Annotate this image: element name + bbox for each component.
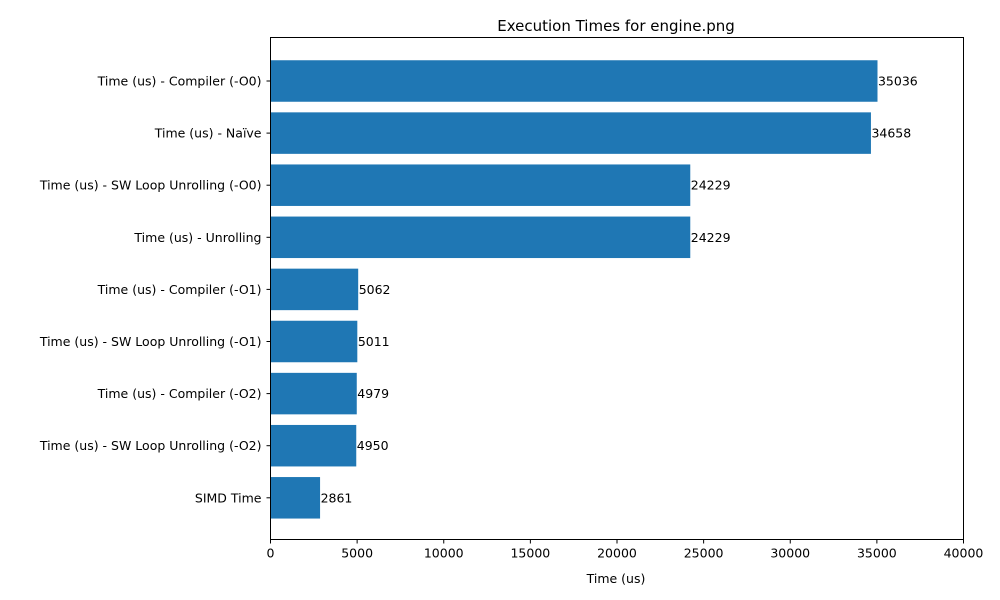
- x-tick-label: 10000: [424, 546, 464, 561]
- bar-value-label: 24229: [691, 230, 731, 245]
- bar: [270, 164, 691, 206]
- x-axis-ticks: 0 5000 10000 15000 20000 25000 30000 35000 40000: [267, 539, 984, 561]
- y-tick-label: Time (us) - SW Loop Unrolling (-O1): [39, 334, 262, 349]
- bar-value-label: 2861: [321, 490, 353, 505]
- bar-value-label: 24229: [691, 178, 731, 193]
- x-tick-label: 40000: [944, 546, 984, 561]
- y-tick-label: Time (us) - Compiler (-O1): [97, 282, 262, 297]
- bar: [270, 216, 691, 259]
- x-tick-label: 35000: [857, 546, 897, 561]
- bar: [270, 372, 357, 415]
- bar-value-label: 4979: [357, 386, 389, 401]
- bar-value-label: 4950: [357, 438, 389, 453]
- bar: [270, 320, 358, 363]
- y-tick-label: Time (us) - Compiler (-O0): [97, 74, 262, 89]
- bar-value-label: 34658: [871, 126, 911, 141]
- plot-frame: [270, 37, 964, 540]
- bar: [270, 112, 871, 154]
- bar-labels-group: 35036 34658 24229 24229 5062 5011 4979 4950 2861: [321, 74, 918, 506]
- bar: [270, 60, 878, 102]
- bar-value-label: 5062: [359, 282, 391, 297]
- y-tick-label: Time (us) - SW Loop Unrolling (-O2): [39, 438, 262, 453]
- bar: [270, 424, 357, 467]
- y-tick-label: SIMD Time: [195, 490, 262, 505]
- bar-value-label: 5011: [358, 334, 390, 349]
- x-tick-label: 0: [267, 546, 275, 561]
- x-tick-label: 15000: [510, 546, 550, 561]
- x-tick-label: 30000: [770, 546, 810, 561]
- y-tick-label: Time (us) - Compiler (-O2): [97, 386, 262, 401]
- y-tick-label: Time (us) - Naïve: [154, 126, 262, 141]
- y-axis-ticks: Time (us) - Compiler (-O0) Time (us) - Na…: [39, 74, 271, 505]
- bar-value-label: 35036: [878, 74, 918, 89]
- y-tick-label: Time (us) - SW Loop Unrolling (-O0): [39, 178, 262, 193]
- bar: [270, 268, 359, 311]
- y-tick-label: Time (us) - Unrolling: [133, 230, 261, 245]
- chart-title: Execution Times for engine.png: [497, 17, 735, 35]
- x-tick-label: 5000: [341, 546, 373, 561]
- x-axis-title: Time (us): [586, 571, 646, 586]
- bars-group: [270, 60, 878, 519]
- x-tick-label: 25000: [684, 546, 724, 561]
- x-tick-label: 20000: [597, 546, 637, 561]
- bar: [270, 477, 321, 519]
